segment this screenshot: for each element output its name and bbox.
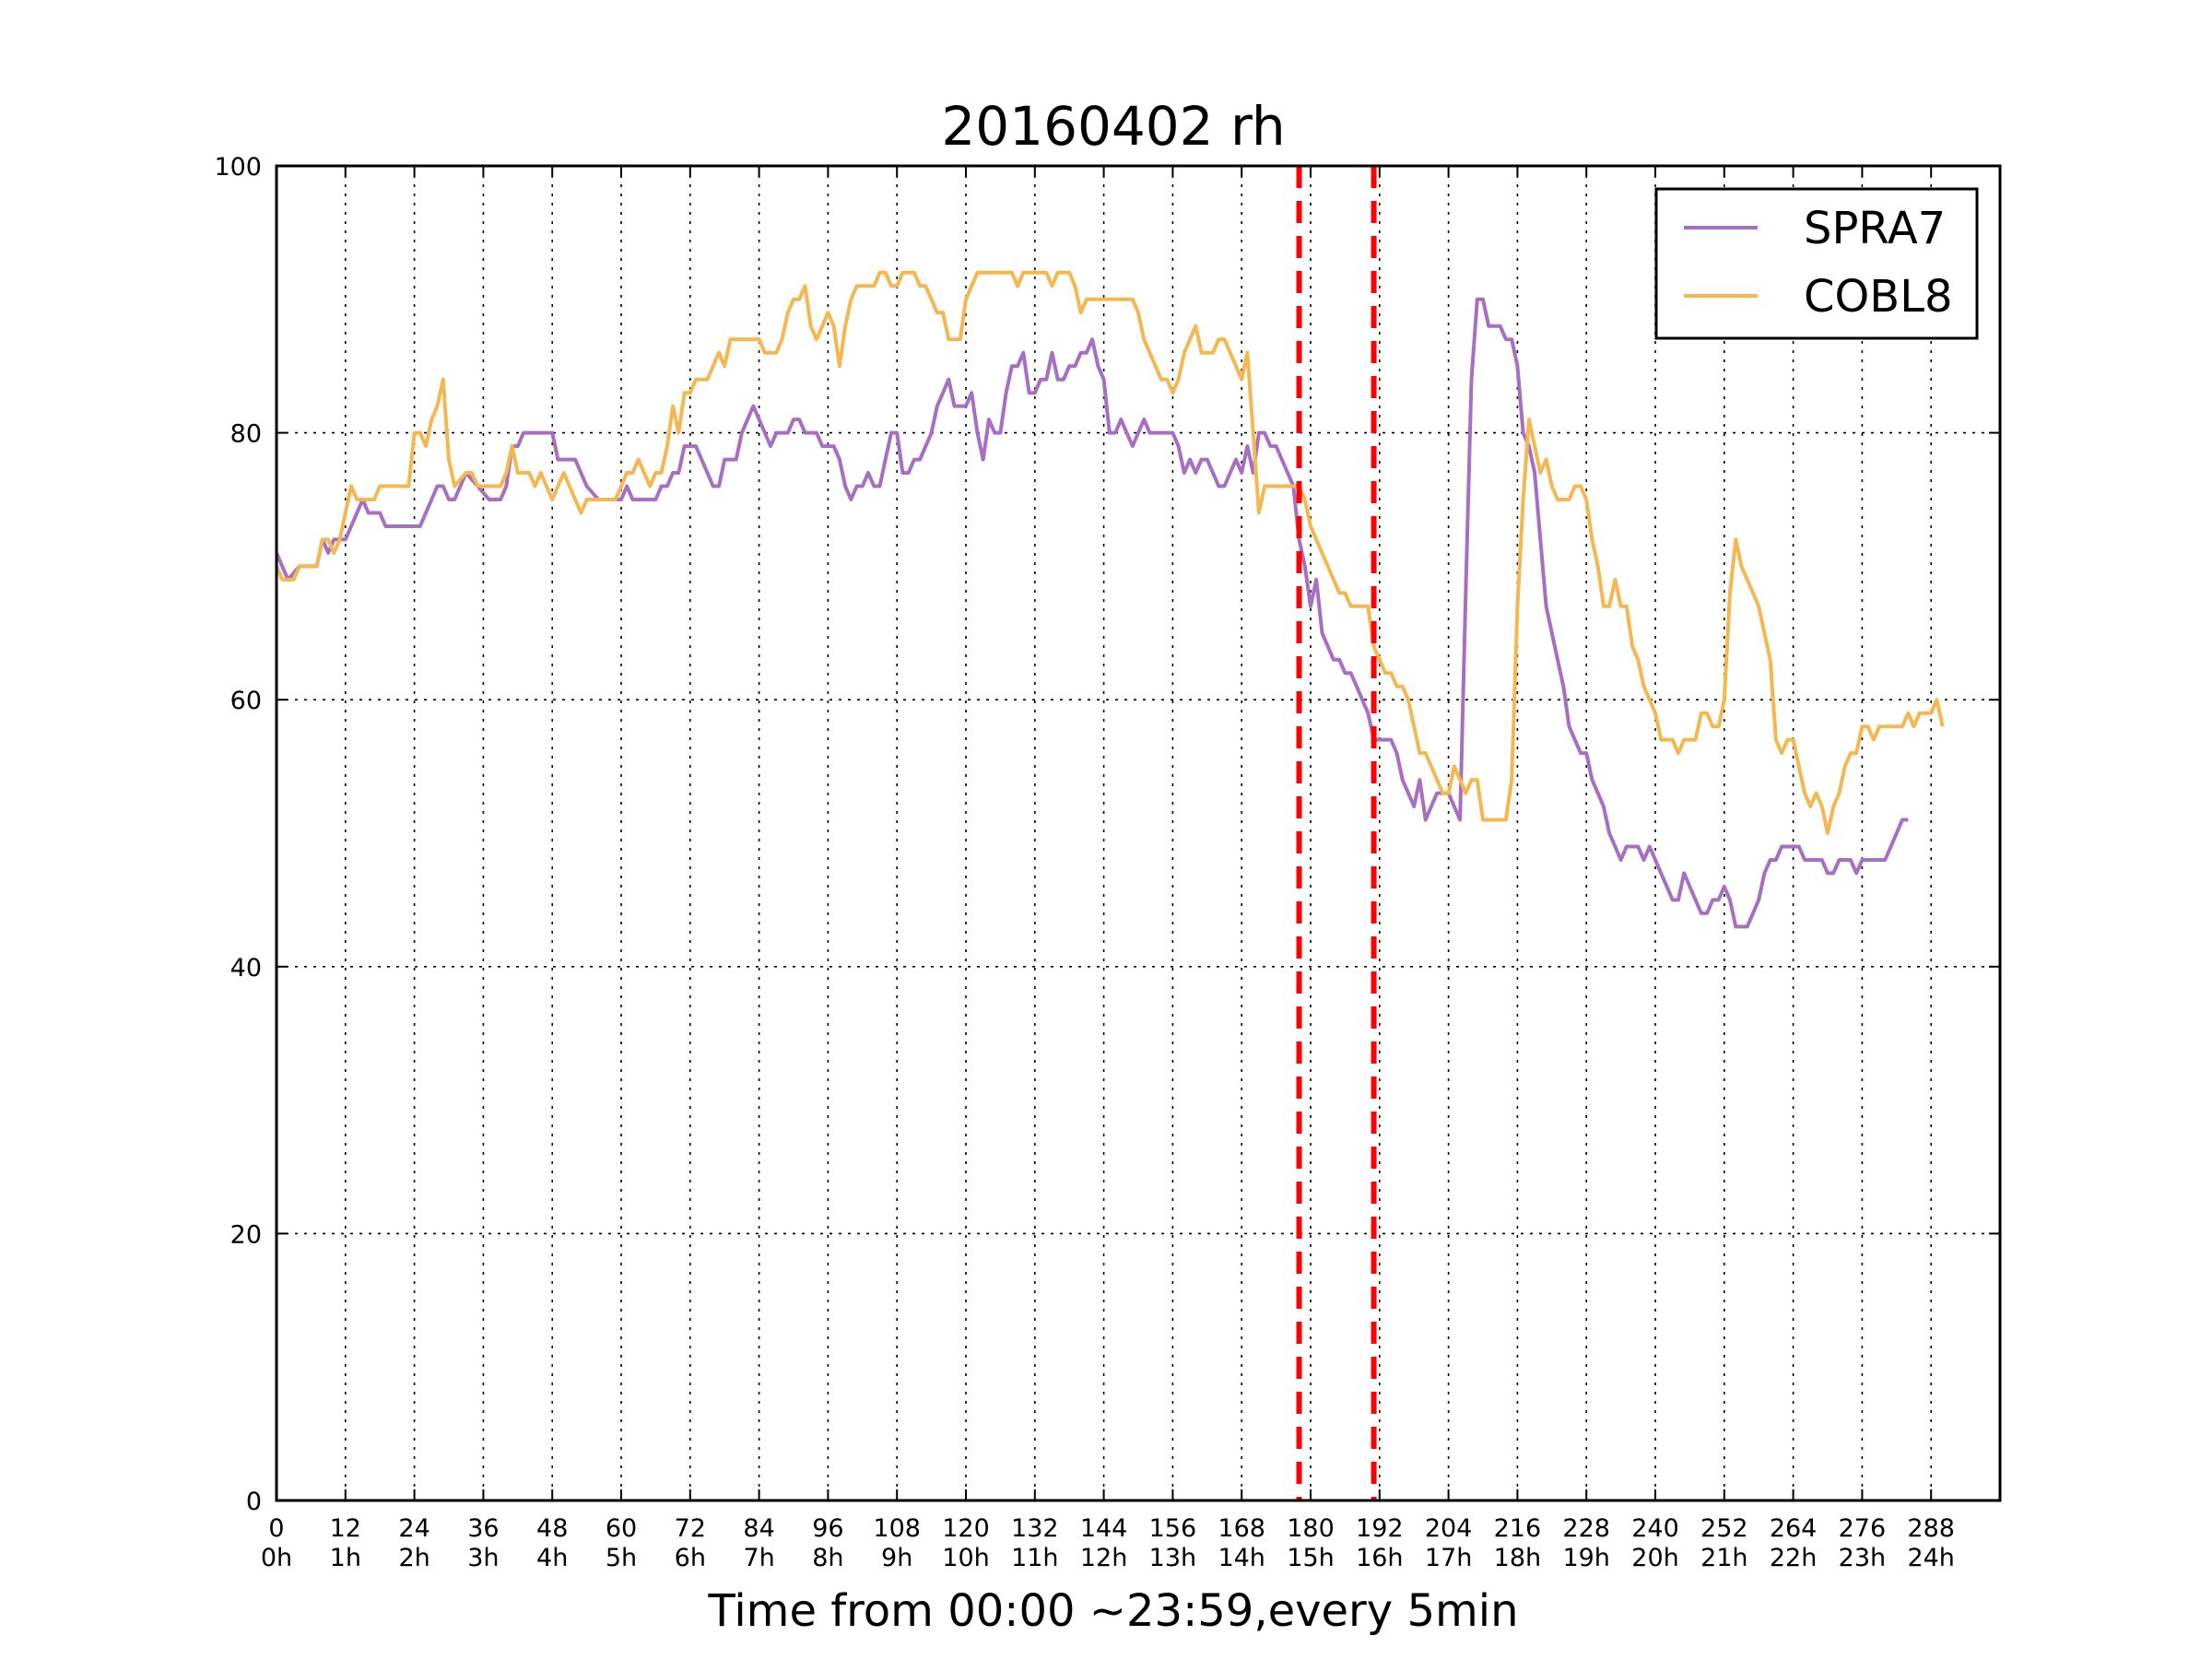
x-tick-label: 132 [1011,1514,1059,1543]
x-tick-label: 60 [606,1514,637,1543]
y-tick-label: 40 [230,954,262,982]
axis-ticks: 00h121h242h363h484h605h726h847h968h1089h… [214,153,2000,1572]
x-tick-sublabel: 2h [398,1544,429,1572]
x-tick-label: 216 [1494,1514,1542,1543]
x-tick-label: 48 [536,1514,568,1543]
x-tick-sublabel: 21h [1700,1544,1747,1572]
x-tick-sublabel: 23h [1839,1544,1886,1572]
legend-box [1654,187,1979,340]
marker-lines [1296,166,1377,1500]
y-tick-label: 20 [230,1220,262,1249]
x-tick-label: 264 [1770,1514,1818,1543]
x-tick-sublabel: 20h [1631,1544,1678,1572]
grid [276,165,2000,1501]
x-tick-label: 0 [268,1514,284,1543]
x-tick-label: 96 [812,1514,843,1543]
x-tick-sublabel: 4h [536,1544,568,1572]
x-tick-sublabel: 9h [881,1544,912,1572]
plot-frame [275,164,2002,1502]
x-tick-sublabel: 13h [1149,1544,1196,1572]
legend-label: SPRA7 [1804,203,1946,254]
y-tick-label: 60 [230,687,262,715]
y-tick-label: 100 [214,153,262,182]
x-tick-sublabel: 7h [743,1544,774,1572]
x-tick-label: 240 [1631,1514,1679,1543]
x-tick-sublabel: 5h [606,1544,637,1572]
x-tick-sublabel: 17h [1425,1544,1472,1572]
x-tick-sublabel: 1h [330,1544,361,1572]
x-tick-sublabel: 14h [1218,1544,1265,1572]
x-tick-label: 204 [1425,1514,1473,1543]
x-tick-label: 24 [398,1514,429,1543]
x-tick-sublabel: 10h [942,1544,989,1572]
series-line-spra7 [275,297,1909,929]
x-tick-label: 12 [330,1514,361,1543]
series-line-cobl8 [275,270,1945,835]
x-tick-label: 228 [1562,1514,1610,1543]
x-axis-label: Time from 00:00 ~23:59,every 5min [708,1585,1519,1637]
x-tick-label: 108 [873,1514,921,1543]
x-tick-sublabel: 0h [261,1544,292,1572]
x-tick-sublabel: 15h [1287,1544,1334,1572]
x-tick-sublabel: 6h [675,1544,706,1572]
x-tick-label: 276 [1839,1514,1887,1543]
x-tick-sublabel: 19h [1562,1544,1609,1572]
x-tick-sublabel: 22h [1770,1544,1817,1572]
x-tick-label: 288 [1907,1514,1955,1543]
x-tick-label: 156 [1149,1514,1197,1543]
x-tick-sublabel: 3h [467,1544,499,1572]
plot-area [275,270,1945,929]
x-tick-label: 36 [467,1514,499,1543]
x-tick-label: 72 [675,1514,706,1543]
x-tick-sublabel: 11h [1011,1544,1058,1572]
x-tick-label: 192 [1356,1514,1404,1543]
x-tick-sublabel: 8h [812,1544,843,1572]
legend-label: COBL8 [1804,271,1953,323]
x-tick-sublabel: 12h [1080,1544,1127,1572]
x-tick-label: 168 [1218,1514,1265,1543]
x-tick-label: 180 [1287,1514,1335,1543]
x-tick-label: 84 [743,1514,774,1543]
x-tick-sublabel: 18h [1494,1544,1541,1572]
x-tick-sublabel: 24h [1907,1544,1954,1572]
legend: SPRA7 COBL8 [1654,187,1979,340]
x-tick-label: 252 [1700,1514,1748,1543]
y-tick-label: 80 [230,420,262,449]
x-tick-label: 120 [942,1514,990,1543]
chart-title: 20160402 rh [941,95,1285,158]
x-tick-sublabel: 16h [1356,1544,1403,1572]
y-tick-label: 0 [246,1488,262,1516]
x-tick-label: 144 [1080,1514,1128,1543]
